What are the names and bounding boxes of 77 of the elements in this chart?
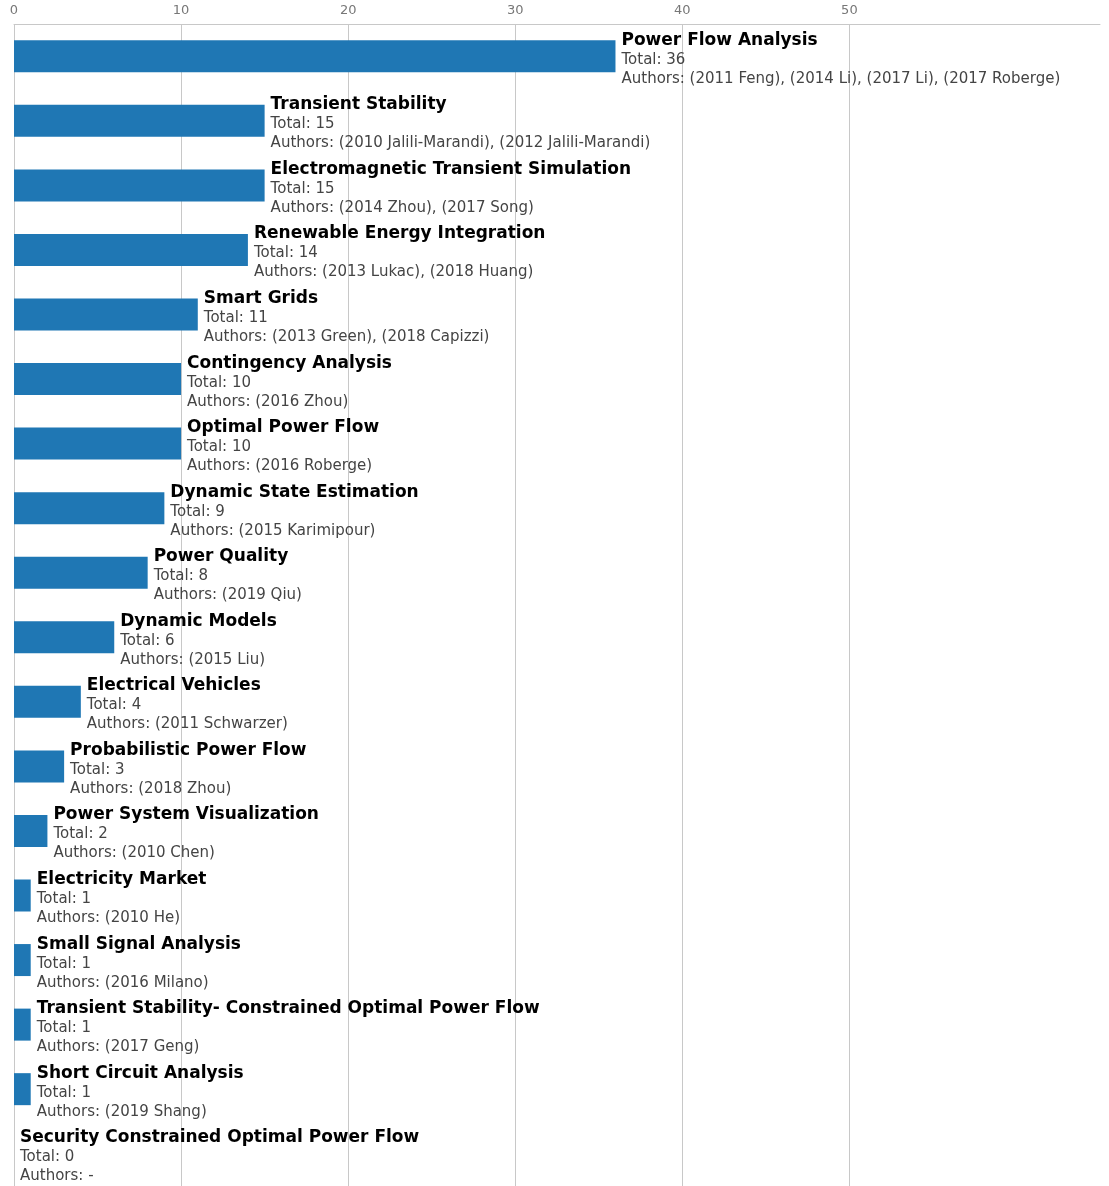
data-label: Total: 1	[35, 953, 92, 972]
x-tick-label: 20	[339, 2, 357, 17]
y-tick-label: Power Flow Analysis	[621, 28, 818, 49]
data-label: Total: 6	[119, 630, 175, 649]
data-label: Total: 1	[35, 889, 92, 907]
bar	[14, 944, 31, 977]
annotation: Authors: (2010 He)	[36, 908, 180, 926]
y-tick-label: Dynamic State Estimation	[170, 480, 419, 501]
y-tick-label: Electrical Vehicles	[86, 674, 261, 695]
bar	[14, 879, 31, 912]
y-tick-label: Electromagnetic Transient Simulation	[270, 157, 632, 178]
x-tick-label: 30	[506, 2, 524, 17]
y-tick-label: Optimal Power Flow	[187, 416, 380, 437]
annotation: Authors: (2014 Zhou), (2017 Song)	[270, 197, 534, 216]
annotation: Authors: -	[20, 1166, 94, 1185]
data-label: Total: 1	[35, 1082, 92, 1101]
bar	[14, 104, 265, 137]
bar	[14, 750, 65, 783]
bar	[14, 40, 616, 73]
y-tick-label: Security Constrained Optimal Power Flow	[20, 1126, 420, 1147]
annotation: Authors: (2015 Liu)	[120, 649, 266, 668]
annotation: Authors: (2011 Schwarzer)	[86, 714, 288, 733]
data-label: Total: 11	[202, 308, 268, 326]
x-tick-label: 40	[674, 2, 691, 17]
annotation: Authors: (2010 Jalili-Marandi), (2012 Jalili-Marandi)	[270, 133, 651, 152]
bar	[14, 621, 115, 654]
data-label: Total: 8	[152, 566, 209, 585]
data-label: Total: 0	[19, 1147, 75, 1166]
annotation: Authors: (2015 Karimipour)	[170, 520, 376, 539]
bar	[14, 169, 265, 202]
data-label: Total: 36	[620, 49, 686, 68]
y-tick-label: Probabilistic Power Flow	[70, 738, 307, 759]
bar	[14, 1008, 31, 1041]
annotation: Authors: (2013 Green), (2018 Capizzi)	[203, 327, 490, 345]
bar	[14, 556, 148, 589]
y-tick-label: Electricity Market	[36, 868, 207, 888]
data-label: Total: 9	[169, 501, 225, 520]
y-tick-label: Transient Stability- Constrained Optimal Power Flow	[36, 997, 540, 1018]
annotation: Authors: (2016 Zhou)	[187, 391, 349, 410]
y-tick-label: Contingency Analysis	[187, 351, 392, 372]
x-tick-label: 10	[172, 2, 190, 17]
y-tick-label: Transient Stability	[270, 93, 447, 114]
y-tick-label: Renewable Energy Integration	[253, 222, 546, 243]
y-tick-label: Short Circuit Analysis	[36, 1061, 244, 1082]
annotation: Authors: (2013 Lukac), (2018 Huang)	[253, 262, 534, 281]
annotation: Authors: (2016 Roberge)	[187, 456, 373, 475]
bar	[14, 233, 248, 266]
bar	[14, 298, 198, 331]
y-tick-label: Dynamic Models	[120, 609, 277, 630]
annotation: Authors: (2017 Geng)	[36, 1037, 200, 1056]
data-label: Total: 2	[52, 824, 108, 843]
y-tick-label: Smart Grids	[203, 287, 319, 307]
bar	[14, 1073, 31, 1106]
x-tick-label: 50	[841, 2, 858, 17]
data-label: Total: 10	[186, 372, 252, 391]
data-label: Total: 10	[186, 437, 252, 456]
data-label: Total: 15	[269, 178, 335, 197]
y-tick-label: Small Signal Analysis	[36, 932, 241, 953]
data-label: Total: 3	[69, 759, 125, 778]
annotation: Authors: (2019 Shang)	[36, 1101, 207, 1120]
annotation: Authors: (2018 Zhou)	[70, 778, 232, 797]
x-tick-label: 0	[9, 2, 19, 17]
annotation: Authors: (2019 Qiu)	[153, 585, 302, 604]
y-tick-label: Power System Visualization	[53, 803, 319, 824]
data-label: Total: 15	[269, 114, 335, 133]
data-label: Total: 1	[35, 1018, 92, 1037]
data-label: Total: 14	[252, 243, 318, 262]
bar	[14, 492, 165, 525]
bar	[14, 427, 182, 460]
bar	[14, 685, 81, 718]
bar	[14, 363, 182, 396]
data-label: Total: 4	[85, 695, 142, 714]
annotation: Authors: (2011 Feng), (2014 Li), (2017 Li), (2017 Roberge)	[621, 68, 1061, 87]
bar	[14, 814, 48, 847]
annotation: Authors: (2016 Milano)	[36, 972, 209, 991]
annotation: Authors: (2010 Chen)	[53, 843, 215, 862]
y-tick-label: Power Quality	[153, 545, 289, 566]
